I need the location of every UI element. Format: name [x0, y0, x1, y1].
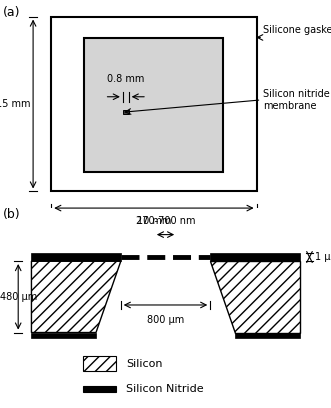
Text: 15 mm: 15 mm	[0, 99, 30, 109]
Text: (a): (a)	[3, 6, 21, 19]
Text: 0.8 mm: 0.8 mm	[107, 74, 144, 84]
Text: 480 μm: 480 μm	[0, 292, 37, 302]
Text: 270-700 nm: 270-700 nm	[136, 216, 195, 226]
Text: Silicon nitride
membrane: Silicon nitride membrane	[263, 89, 330, 111]
Text: 10 mm: 10 mm	[137, 216, 171, 226]
Bar	[83, 356, 116, 371]
Bar	[84, 38, 223, 172]
Bar	[31, 333, 96, 338]
Text: 800 μm: 800 μm	[147, 315, 184, 325]
Text: Silicone gasket: Silicone gasket	[263, 25, 331, 35]
Bar	[123, 111, 129, 114]
Bar	[210, 253, 300, 261]
Polygon shape	[31, 261, 121, 333]
Bar	[235, 333, 300, 338]
Bar	[31, 253, 121, 261]
Text: Silicon Nitride: Silicon Nitride	[126, 384, 204, 394]
Polygon shape	[210, 261, 300, 333]
Bar	[83, 386, 116, 392]
Text: 1 μm: 1 μm	[315, 252, 331, 262]
Bar	[51, 17, 257, 191]
Text: Silicon: Silicon	[126, 359, 162, 369]
Text: (b): (b)	[3, 208, 21, 221]
